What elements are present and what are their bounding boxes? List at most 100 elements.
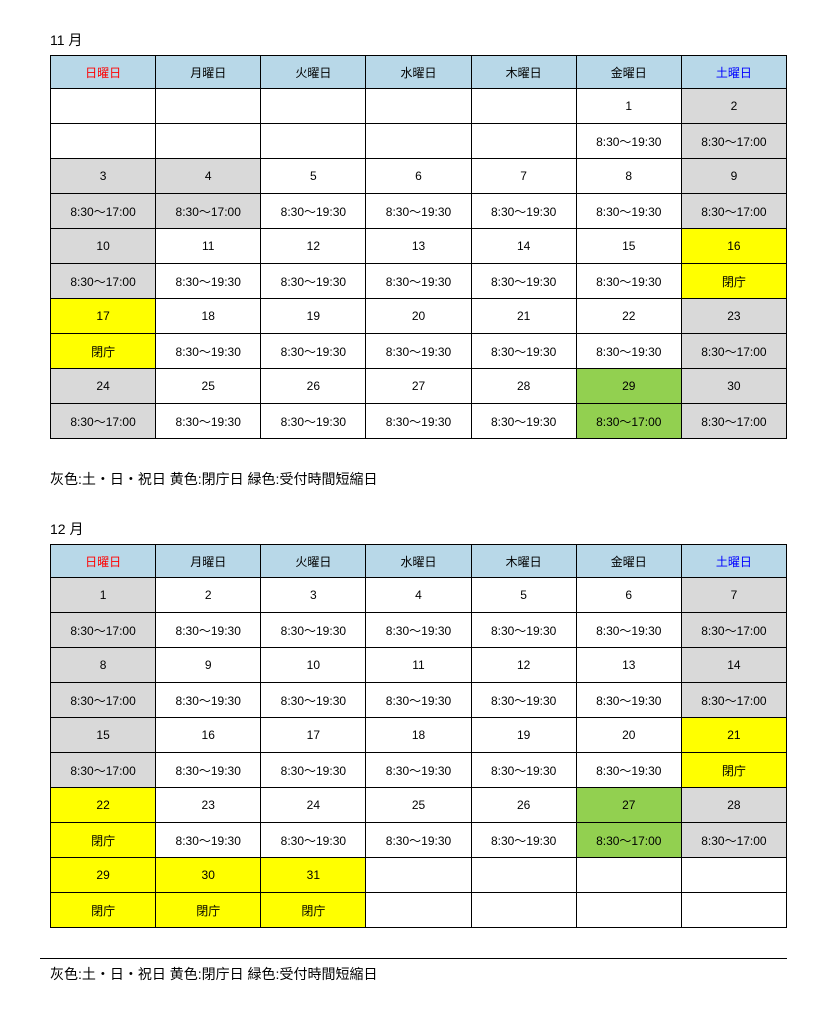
table-cell: 閉庁 [51, 334, 156, 369]
table-row: 891011121314 [51, 648, 787, 683]
table-cell: 8:30～19:30 [261, 334, 366, 369]
table-cell: 8:30～17:00 [51, 404, 156, 439]
table-cell: 8:30～19:30 [156, 613, 261, 648]
header-thu: 木曜日 [471, 56, 576, 89]
table-cell: 8:30～17:00 [681, 613, 786, 648]
table-cell: 8:30～19:30 [261, 194, 366, 229]
table-cell: 8:30～19:30 [471, 334, 576, 369]
table-row: 17181920212223 [51, 299, 787, 334]
table-cell: 24 [261, 788, 366, 823]
table-cell: 24 [51, 369, 156, 404]
table-row: 10111213141516 [51, 229, 787, 264]
header-row: 日曜日 月曜日 火曜日 水曜日 木曜日 金曜日 土曜日 [51, 56, 787, 89]
table-cell: 14 [681, 648, 786, 683]
header-thu: 木曜日 [471, 545, 576, 578]
table-cell [51, 89, 156, 124]
table-cell: 8:30～19:30 [471, 613, 576, 648]
table-cell: 5 [261, 159, 366, 194]
table-cell: 8:30～19:30 [471, 753, 576, 788]
legend-12: 灰色:土・日・祝日 黄色:閉庁日 緑色:受付時間短縮日 [50, 964, 787, 984]
table-cell: 8:30～19:30 [576, 753, 681, 788]
table-cell: 8:30～17:00 [681, 404, 786, 439]
calendar-table-11: 日曜日 月曜日 火曜日 水曜日 木曜日 金曜日 土曜日 128:30～19:30… [50, 55, 787, 439]
table-cell: 3 [51, 159, 156, 194]
table-cell: 8:30～17:00 [51, 753, 156, 788]
table-cell: 6 [366, 159, 471, 194]
legend-11: 灰色:土・日・祝日 黄色:閉庁日 緑色:受付時間短縮日 [50, 469, 787, 489]
table-cell: 5 [471, 578, 576, 613]
table-row: 閉庁8:30～19:308:30～19:308:30～19:308:30～19:… [51, 823, 787, 858]
table-row: 293031 [51, 858, 787, 893]
header-row: 日曜日 月曜日 火曜日 水曜日 木曜日 金曜日 土曜日 [51, 545, 787, 578]
table-cell: 8:30～19:30 [261, 753, 366, 788]
table-cell [366, 89, 471, 124]
table-cell [576, 893, 681, 928]
table-row: 8:30～17:008:30～19:308:30～19:308:30～19:30… [51, 404, 787, 439]
calendar-table-12: 日曜日 月曜日 火曜日 水曜日 木曜日 金曜日 土曜日 12345678:30～… [50, 544, 787, 928]
table-cell: 18 [366, 718, 471, 753]
table-cell: 21 [681, 718, 786, 753]
table-cell: 8 [576, 159, 681, 194]
table-cell: 3 [261, 578, 366, 613]
table-cell: 9 [156, 648, 261, 683]
table-cell: 8:30～19:30 [366, 823, 471, 858]
table-cell: 8:30～19:30 [366, 753, 471, 788]
table-cell [366, 893, 471, 928]
month-12-title: 12 月 [50, 519, 787, 539]
table-cell [471, 893, 576, 928]
table-cell: 25 [366, 788, 471, 823]
table-cell: 閉庁 [51, 893, 156, 928]
table-cell: 10 [261, 648, 366, 683]
table-cell: 4 [156, 159, 261, 194]
table-cell: 8:30～19:30 [576, 613, 681, 648]
table-cell [471, 858, 576, 893]
table-cell: 27 [366, 369, 471, 404]
table-row: 8:30～17:008:30～19:308:30～19:308:30～19:30… [51, 683, 787, 718]
table-cell: 26 [261, 369, 366, 404]
header-sat: 土曜日 [681, 545, 786, 578]
table-cell: 29 [51, 858, 156, 893]
header-mon: 月曜日 [156, 56, 261, 89]
table-row: 8:30～17:008:30～19:308:30～19:308:30～19:30… [51, 613, 787, 648]
table-cell: 4 [366, 578, 471, 613]
table-cell: 2 [681, 89, 786, 124]
table-row: 22232425262728 [51, 788, 787, 823]
table-cell: 30 [681, 369, 786, 404]
table-cell: 8:30～17:00 [576, 823, 681, 858]
table-cell [576, 858, 681, 893]
table-row: 8:30～19:308:30～17:00 [51, 124, 787, 159]
table-cell: 8:30～19:30 [156, 334, 261, 369]
table-cell: 13 [576, 648, 681, 683]
table-cell: 閉庁 [681, 753, 786, 788]
table-cell: 9 [681, 159, 786, 194]
table-cell [366, 858, 471, 893]
table-cell: 20 [576, 718, 681, 753]
table-row: 閉庁閉庁閉庁 [51, 893, 787, 928]
header-tue: 火曜日 [261, 56, 366, 89]
table-cell: 8:30～19:30 [576, 683, 681, 718]
table-cell: 28 [471, 369, 576, 404]
table-cell [471, 124, 576, 159]
table-cell: 8:30～19:30 [366, 404, 471, 439]
table-cell: 8:30～17:00 [51, 613, 156, 648]
table-cell: 8:30～19:30 [261, 264, 366, 299]
table-cell [471, 89, 576, 124]
table-cell: 14 [471, 229, 576, 264]
table-cell: 12 [471, 648, 576, 683]
table-cell: 8:30～17:00 [681, 823, 786, 858]
table-cell: 8:30～19:30 [576, 194, 681, 229]
table-cell: 11 [156, 229, 261, 264]
table-cell: 8:30～19:30 [261, 683, 366, 718]
table-cell: 閉庁 [156, 893, 261, 928]
table-cell: 22 [51, 788, 156, 823]
table-cell: 21 [471, 299, 576, 334]
table-cell: 16 [156, 718, 261, 753]
table-cell: 8:30～19:30 [156, 404, 261, 439]
table-cell: 6 [576, 578, 681, 613]
table-cell: 7 [471, 159, 576, 194]
table-cell: 27 [576, 788, 681, 823]
table-cell: 8:30～19:30 [366, 334, 471, 369]
table-cell: 8:30～17:00 [681, 334, 786, 369]
table-cell: 8:30～19:30 [156, 823, 261, 858]
table-row: 12 [51, 89, 787, 124]
